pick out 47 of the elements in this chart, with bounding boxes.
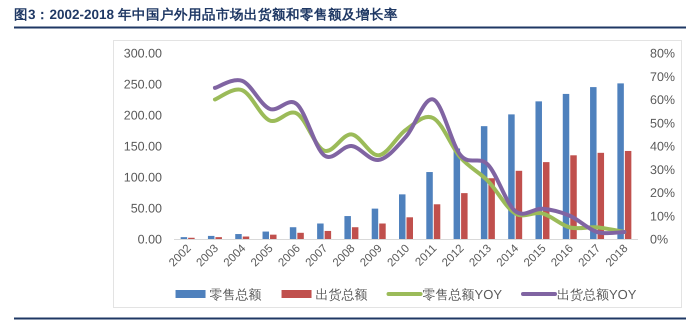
bar [270, 234, 277, 239]
y2-tick-label: 0% [650, 232, 668, 246]
bar [562, 94, 570, 239]
y-tick-label: 300.00 [124, 46, 162, 60]
legend-label: 出货总额 [316, 287, 368, 302]
bar [208, 236, 214, 239]
bar [454, 148, 460, 239]
y2-tick-label: 60% [650, 93, 676, 107]
bar [624, 150, 632, 239]
bar [508, 114, 515, 239]
chart-title: 图3：2002-2018 年中国户外用品市场出货额和零售额及增长率 [14, 6, 398, 22]
legend-label: 零售总额 [210, 287, 262, 302]
bar [290, 227, 296, 239]
y2-tick-label: 80% [650, 46, 676, 60]
y2-tick-label: 70% [650, 70, 676, 84]
bar [352, 227, 358, 239]
bar [617, 83, 624, 239]
bar [516, 170, 522, 239]
y-tick-label: 0.00 [138, 232, 162, 246]
y-tick-label: 250.00 [124, 78, 162, 92]
bar [434, 204, 440, 239]
legend-label: 零售总额YOY [422, 287, 502, 302]
bar [535, 101, 542, 239]
y2-tick-label: 50% [650, 116, 676, 130]
y-tick-label: 50.00 [130, 202, 162, 216]
bar [372, 208, 378, 239]
bar [379, 224, 386, 239]
y-tick-label: 150.00 [124, 140, 162, 154]
bar [399, 194, 406, 239]
y-tick-label: 200.00 [124, 108, 162, 122]
bar [590, 87, 597, 239]
bar [344, 216, 351, 239]
y2-tick-label: 10% [650, 209, 676, 224]
y2-tick-label: 40% [650, 140, 676, 154]
bar [324, 230, 332, 239]
bar [406, 217, 413, 239]
y2-tick-label: 20% [650, 186, 676, 200]
y-tick-label: 100.00 [124, 170, 162, 184]
legend-label: 出货总额YOY [557, 287, 637, 302]
bar [297, 232, 304, 239]
bar [426, 172, 433, 239]
y2-tick-label: 30% [650, 162, 676, 177]
bar [461, 193, 468, 239]
bar [480, 126, 488, 239]
bar [235, 234, 242, 239]
bar [317, 224, 324, 239]
bar [262, 232, 270, 239]
